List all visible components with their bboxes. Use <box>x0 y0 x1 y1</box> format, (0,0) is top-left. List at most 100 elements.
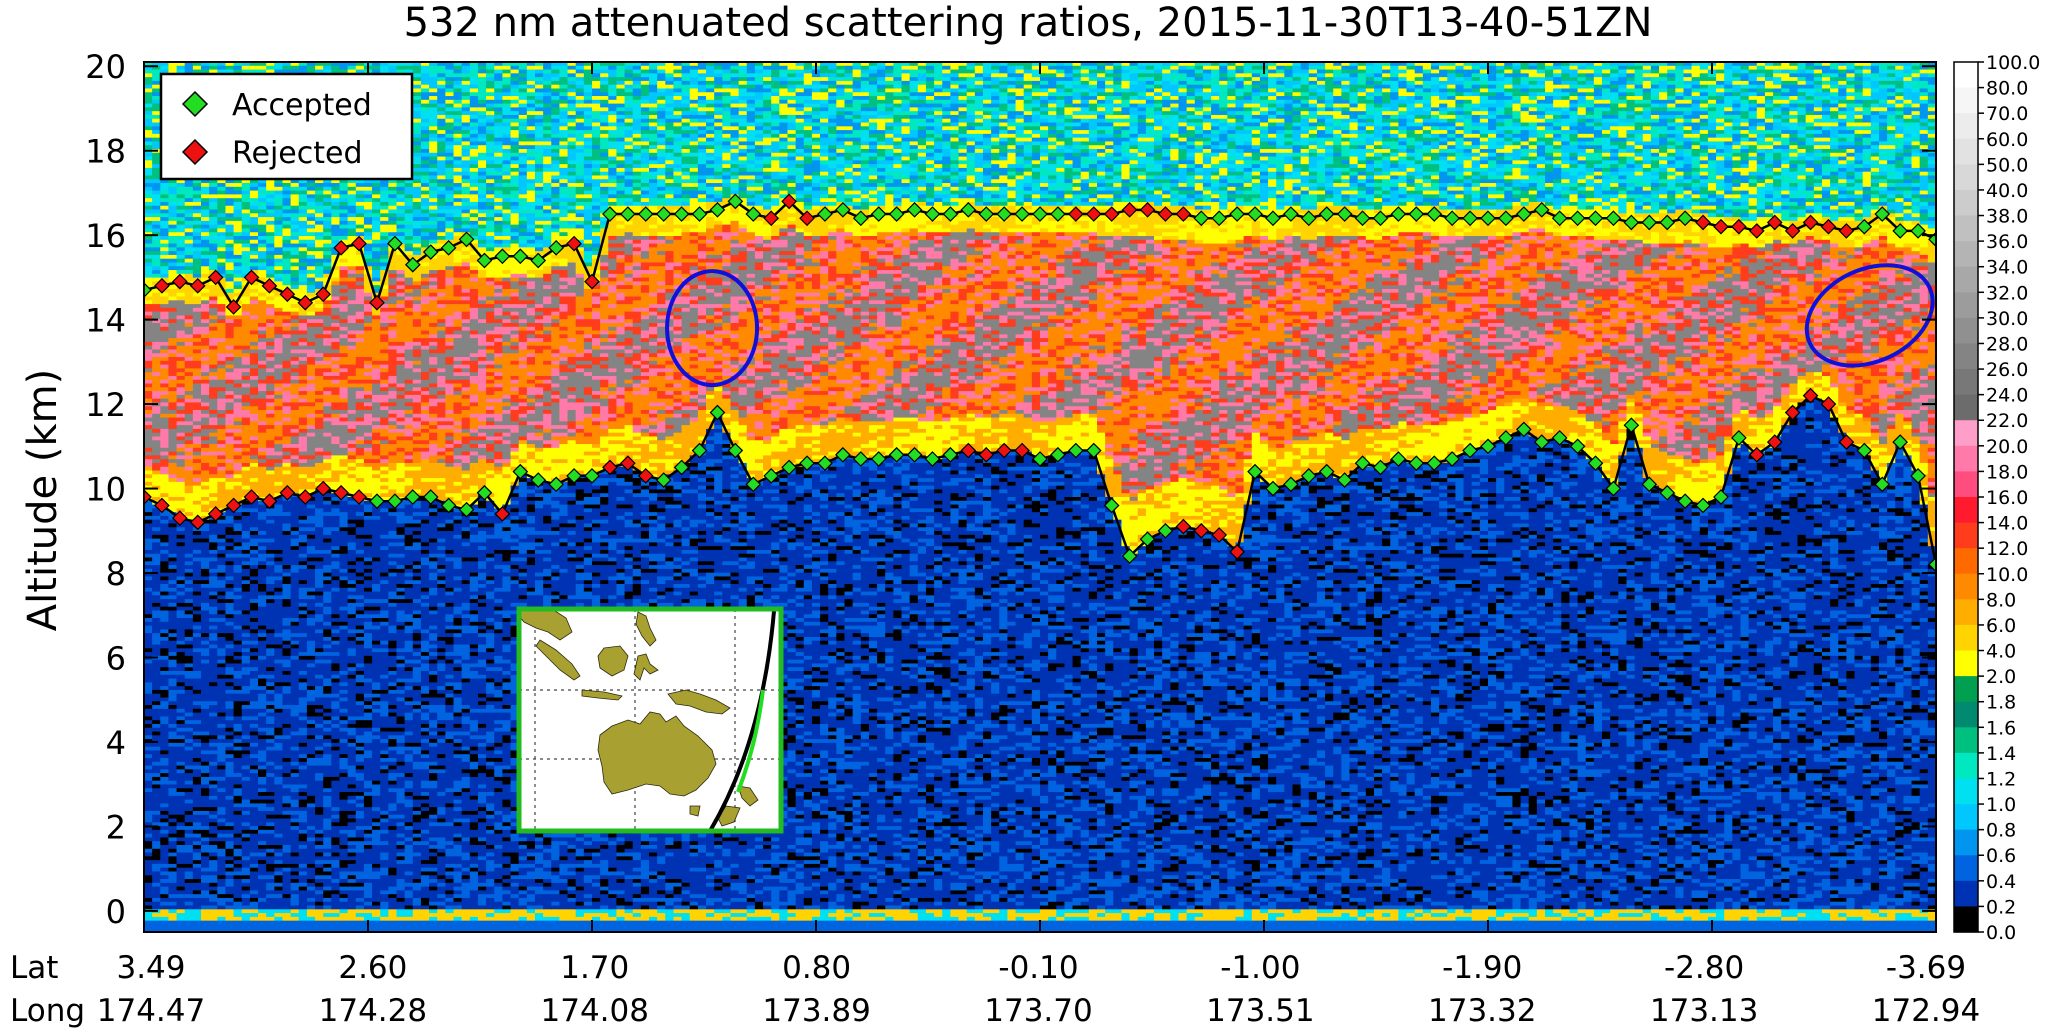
heatmap-cell <box>266 307 275 313</box>
heatmap-cell <box>176 761 186 767</box>
heatmap-cell <box>168 633 178 638</box>
heatmap-cell <box>249 682 259 687</box>
heatmap-cell <box>217 330 227 335</box>
heatmap-cell <box>266 345 275 351</box>
heatmap-cell <box>258 886 267 891</box>
heatmap-cell <box>298 379 308 385</box>
heatmap-cell <box>298 531 308 536</box>
heatmap-cell <box>144 375 153 381</box>
heatmap-cell <box>241 591 251 596</box>
heatmap-cell <box>201 402 210 407</box>
heatmap-cell <box>176 739 186 744</box>
heatmap-cell <box>241 485 251 491</box>
heatmap-cell <box>306 553 316 559</box>
heatmap-cell <box>201 803 210 808</box>
heatmap-cell <box>266 599 275 604</box>
heatmap-cell <box>266 258 275 264</box>
heatmap-cell <box>282 867 292 873</box>
heatmap-cell <box>241 837 251 842</box>
heatmap-cell <box>274 451 284 456</box>
heatmap-cell <box>266 546 275 551</box>
heatmap-cell <box>184 671 194 676</box>
heatmap-cell <box>290 584 300 589</box>
heatmap-cell <box>298 818 308 823</box>
heatmap-cell <box>160 886 170 891</box>
heatmap-cell <box>160 515 170 521</box>
heatmap-cell <box>168 270 178 275</box>
heatmap-cell <box>225 580 235 585</box>
heatmap-cell <box>241 860 251 865</box>
heatmap-cell <box>282 599 292 604</box>
heatmap-cell <box>144 659 153 665</box>
heatmap-cell <box>209 648 218 653</box>
heatmap-cell <box>184 758 194 763</box>
heatmap-cell <box>249 217 259 222</box>
heatmap-cell <box>298 368 308 373</box>
heatmap-cell <box>274 818 284 823</box>
heatmap-cell <box>209 387 218 392</box>
heatmap-cell <box>176 659 186 665</box>
heatmap-cell <box>209 784 218 789</box>
heatmap-cell <box>266 716 275 721</box>
heatmap-cell <box>192 916 202 922</box>
heatmap-cell <box>298 262 308 267</box>
heatmap-cell <box>168 243 178 248</box>
heatmap-cell <box>315 425 324 430</box>
heatmap-cell <box>217 587 227 593</box>
heatmap-cell <box>144 164 153 169</box>
heatmap-cell <box>274 837 284 842</box>
heatmap-cell <box>209 697 218 702</box>
heatmap-cell <box>217 69 227 74</box>
heatmap-cell <box>241 198 251 203</box>
heatmap-cell <box>241 323 251 328</box>
heatmap-cell <box>152 300 161 305</box>
heatmap-cell <box>176 428 186 434</box>
heatmap-cell <box>160 353 170 358</box>
heatmap-cell <box>282 863 292 869</box>
heatmap-cell <box>184 863 194 869</box>
heatmap-cell <box>225 421 235 426</box>
heatmap-cell <box>258 561 267 566</box>
heatmap-cell <box>266 205 275 211</box>
heatmap-cell <box>298 466 308 472</box>
heatmap-cell <box>258 455 267 460</box>
heatmap-cell <box>217 451 227 456</box>
heatmap-cell <box>298 894 308 899</box>
heatmap-cell <box>306 761 316 767</box>
heatmap-cell <box>258 209 267 214</box>
heatmap-cell <box>306 648 316 653</box>
heatmap-cell <box>266 886 275 891</box>
heatmap-cell <box>282 697 292 702</box>
heatmap-cell <box>266 519 275 525</box>
heatmap-cell <box>144 780 153 786</box>
heatmap-cell <box>306 190 316 195</box>
heatmap-cell <box>233 863 243 869</box>
heatmap-cell <box>249 803 259 808</box>
heatmap-cell <box>160 375 170 381</box>
heatmap-cell <box>315 186 324 192</box>
heatmap-cell <box>282 413 292 419</box>
heatmap-cell <box>152 122 161 127</box>
heatmap-cell <box>225 254 235 260</box>
heatmap-cell <box>160 69 170 74</box>
heatmap-cell <box>266 330 275 335</box>
heatmap-cell <box>306 538 316 543</box>
heatmap-cell <box>201 258 210 264</box>
heatmap-cell <box>258 213 267 218</box>
heatmap-cell <box>258 462 267 468</box>
heatmap-cell <box>144 281 153 286</box>
heatmap-cell <box>258 595 267 600</box>
heatmap-cell <box>192 383 202 388</box>
heatmap-cell <box>192 810 202 816</box>
heatmap-cell <box>258 190 267 195</box>
heatmap-cell <box>160 410 170 415</box>
heatmap-cell <box>201 901 210 907</box>
heatmap-cell <box>192 894 202 899</box>
heatmap-cell <box>201 440 210 445</box>
heatmap-cell <box>201 228 210 233</box>
heatmap-cell <box>233 478 243 483</box>
heatmap-cell <box>209 826 218 831</box>
heatmap-cell <box>258 360 267 366</box>
heatmap-cell <box>144 848 153 854</box>
heatmap-cell <box>266 621 275 627</box>
